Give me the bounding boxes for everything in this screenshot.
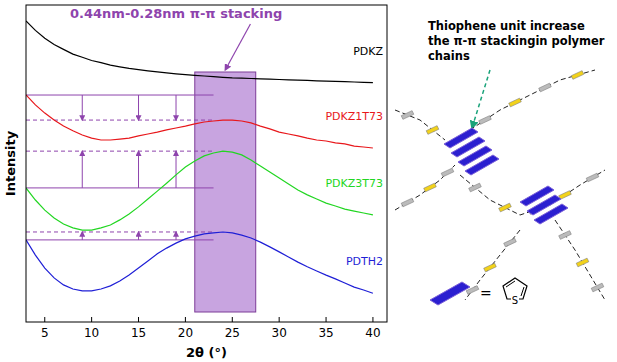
guide-arrow xyxy=(176,232,177,240)
side-group xyxy=(539,83,552,92)
x-tick xyxy=(185,317,186,322)
side-group xyxy=(509,98,522,107)
x-tick-label: 10 xyxy=(84,326,99,340)
side-group xyxy=(576,258,589,267)
series-line xyxy=(26,95,373,148)
side-group xyxy=(479,116,492,125)
series-label: PDKZ xyxy=(353,45,383,58)
polymer-chain xyxy=(555,220,605,300)
series-line xyxy=(26,21,373,83)
x-tick xyxy=(372,317,373,322)
side-group xyxy=(499,203,512,212)
guide-arrow xyxy=(138,151,139,188)
caption-line: chains xyxy=(428,49,470,63)
series-line xyxy=(26,151,373,230)
x-tick-label: 25 xyxy=(225,326,240,340)
side-group xyxy=(401,198,414,207)
polymer-chain xyxy=(395,110,445,140)
atom-label: S xyxy=(512,295,518,306)
side-group xyxy=(401,111,414,120)
x-tick xyxy=(44,317,45,322)
guide-arrow xyxy=(82,151,83,188)
legend-equals: = xyxy=(480,285,492,301)
figure: 5 10 15 20 25 30 35 40 2θ (°) Intensity PDKZ PDKZ1T… xyxy=(0,0,617,362)
schematic-caption: Thiophene unit increasethe π-π stackingi… xyxy=(428,19,605,63)
side-group xyxy=(426,126,439,135)
x-axis-title: 2θ (°) xyxy=(186,345,227,360)
side-group xyxy=(504,238,517,247)
series-label: PDTH2 xyxy=(346,255,383,268)
guide-arrow xyxy=(176,151,177,188)
guide-solid xyxy=(26,95,214,96)
atom-bg xyxy=(511,294,519,305)
polymer-chain xyxy=(460,170,605,215)
x-tick-label: 30 xyxy=(272,326,287,340)
x-tick xyxy=(279,317,280,322)
side-group xyxy=(469,183,482,192)
side-group xyxy=(484,263,497,272)
guide-arrow xyxy=(138,232,139,240)
plot-area xyxy=(26,21,373,312)
side-group xyxy=(424,183,437,192)
x-tick-label: 35 xyxy=(318,326,333,340)
guide-arrow xyxy=(138,95,139,120)
ring-bond xyxy=(521,287,524,296)
guide-dashed xyxy=(26,151,214,152)
plot-frame xyxy=(26,5,387,322)
x-tick xyxy=(138,317,139,322)
x-tick xyxy=(326,317,327,322)
annotation-arrow xyxy=(225,24,250,70)
side-group xyxy=(591,283,604,292)
x-tick-label: 40 xyxy=(365,326,380,340)
x-tick-label: 5 xyxy=(41,326,49,340)
side-group xyxy=(441,168,454,177)
guide-arrow xyxy=(82,95,83,120)
ring-bond xyxy=(506,281,515,287)
guide-arrow xyxy=(82,232,83,240)
y-axis-title: Intensity xyxy=(3,130,18,196)
caption-line: the π-π stackingin polymer xyxy=(428,34,605,48)
schematic: Thiophene unit increasethe π-π stackingi… xyxy=(395,19,605,306)
polymer-chain xyxy=(395,165,455,210)
polymer-chain xyxy=(465,230,520,300)
guide-arrow xyxy=(176,95,177,120)
annotation: 0.44nm-0.28nm π-π stacking xyxy=(70,6,282,21)
shaded-band xyxy=(195,72,256,312)
thiophene-block xyxy=(534,204,568,224)
thiophene-block-key xyxy=(430,282,470,305)
side-group xyxy=(559,231,572,240)
side-group xyxy=(571,71,584,80)
thiophene-block xyxy=(465,155,499,175)
series-line xyxy=(26,232,373,293)
guide-dashed xyxy=(26,231,214,232)
x-tick-label: 15 xyxy=(131,326,146,340)
caption-line: Thiophene unit increase xyxy=(428,19,585,33)
series-label: PDKZ1T73 xyxy=(325,110,383,123)
series-label: PDKZ3T73 xyxy=(325,177,383,190)
guide-solid xyxy=(26,187,214,188)
side-group xyxy=(559,191,572,200)
x-tick xyxy=(91,317,92,322)
side-group xyxy=(586,173,599,182)
x-tick-label: 20 xyxy=(178,326,193,340)
x-tick xyxy=(232,317,233,322)
polymer-chain xyxy=(470,70,595,130)
